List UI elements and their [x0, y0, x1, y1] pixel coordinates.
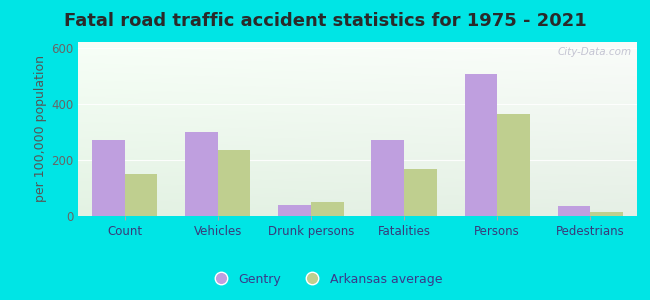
Bar [185, 132, 218, 216]
Text: City-Data.com: City-Data.com [557, 47, 631, 57]
Bar [372, 140, 404, 216]
Bar [218, 150, 250, 216]
Legend: Gentry, Arkansas average: Gentry, Arkansas average [203, 268, 447, 291]
Bar [92, 140, 125, 216]
Bar [465, 74, 497, 216]
Bar [558, 206, 590, 216]
Bar [125, 174, 157, 216]
Bar [497, 114, 530, 216]
Bar [590, 212, 623, 216]
Y-axis label: per 100,000 population: per 100,000 population [34, 56, 47, 202]
Bar [404, 169, 437, 216]
Text: Fatal road traffic accident statistics for 1975 - 2021: Fatal road traffic accident statistics f… [64, 12, 586, 30]
Bar [278, 205, 311, 216]
Bar [311, 202, 343, 216]
